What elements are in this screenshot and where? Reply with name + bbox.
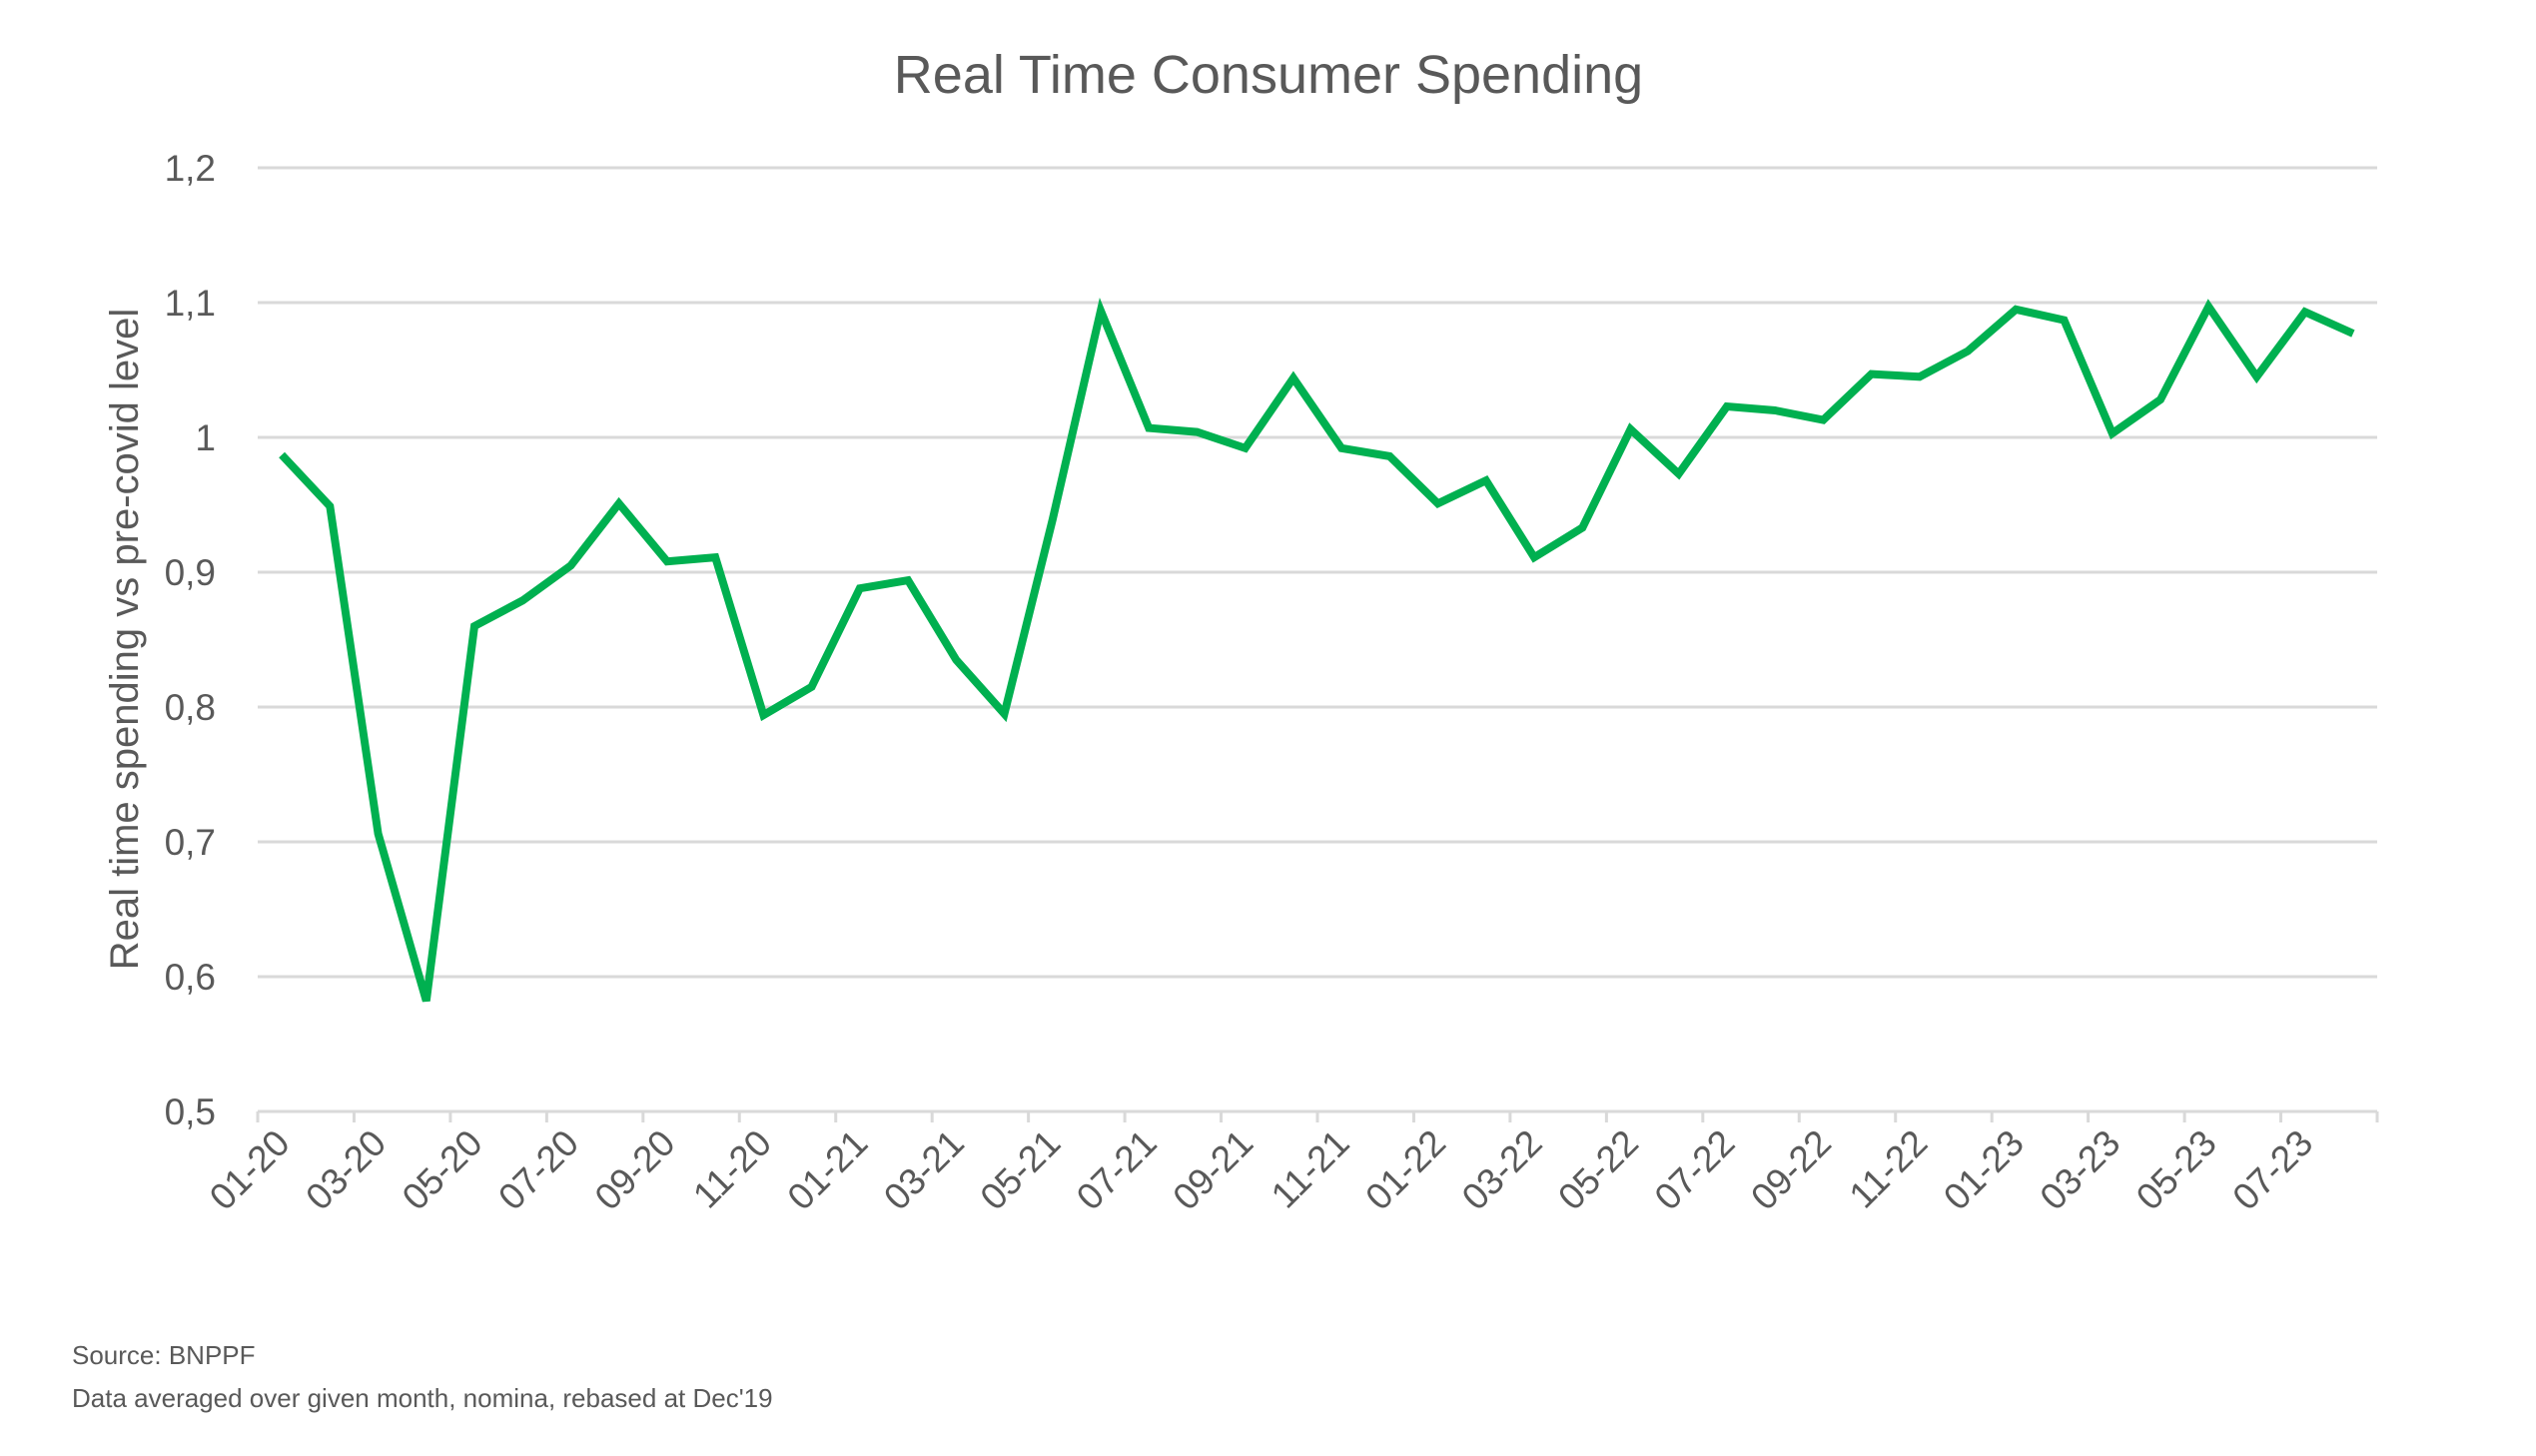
data-point	[1242, 444, 1250, 452]
data-point	[2061, 317, 2069, 325]
data-point	[1385, 452, 1393, 460]
x-tick-label: 07-21	[1069, 1122, 1165, 1218]
y-axis-label: Real time spending vs pre-covid level	[103, 309, 147, 971]
data-point	[1049, 515, 1057, 523]
data-point	[375, 830, 383, 838]
data-point	[1337, 444, 1345, 452]
data-point	[808, 683, 816, 691]
x-tick-label: 01-20	[202, 1122, 298, 1218]
data-point	[1482, 476, 1490, 484]
data-point	[1626, 425, 1634, 433]
data-point	[1530, 553, 1538, 561]
data-point	[2301, 308, 2309, 316]
x-tick-label: 11-20	[685, 1122, 779, 1216]
x-tick-label: 11-21	[1264, 1122, 1357, 1216]
data-point	[1868, 370, 1876, 378]
data-point	[1916, 372, 1924, 380]
data-point	[615, 499, 623, 507]
data-point	[2109, 429, 2116, 437]
x-tick-label: 03-20	[298, 1122, 394, 1218]
data-point	[952, 656, 960, 664]
grid-lines	[258, 166, 2377, 1113]
data-point	[1723, 402, 1731, 410]
x-tick-label: 09-20	[587, 1122, 683, 1218]
y-tick-label: 0,6	[165, 957, 216, 998]
source-note: Source: BNPPF	[72, 1340, 256, 1370]
chart-title: Real Time Consumer Spending	[894, 45, 1643, 105]
x-tick-label: 05-20	[395, 1122, 490, 1218]
data-point	[1771, 406, 1779, 414]
x-axis	[256, 1111, 2379, 1122]
x-tick-label: 05-22	[1550, 1122, 1646, 1218]
series-layer	[278, 297, 2357, 1005]
data-point	[1964, 348, 1972, 356]
data-point	[566, 561, 574, 569]
data-point	[2349, 330, 2357, 338]
data-point	[663, 557, 671, 565]
data-point	[711, 553, 719, 561]
x-tick-label: 05-23	[2128, 1122, 2224, 1218]
data-point	[423, 997, 430, 1005]
y-tick-label: 0,8	[165, 687, 216, 728]
x-tick-label: 09-22	[1743, 1122, 1839, 1218]
data-point	[278, 451, 286, 459]
data-point	[1578, 523, 1586, 531]
data-point	[1819, 415, 1827, 423]
data-point	[1289, 374, 1297, 382]
x-tick-label: 05-21	[972, 1122, 1068, 1218]
y-tick-label: 1,1	[165, 283, 216, 324]
data-point	[1675, 469, 1683, 477]
data-point	[856, 584, 864, 592]
data-point	[1001, 710, 1009, 718]
y-tick-label: 1	[195, 417, 216, 458]
data-point	[1434, 499, 1442, 507]
data-point	[2156, 395, 2164, 403]
x-tick-label: 09-21	[1165, 1122, 1261, 1218]
x-tick-label: 07-23	[2224, 1122, 2320, 1218]
y-tick-labels: 0,5 0,6 0,7 0,8 0,9 1 1,1 1,2	[165, 148, 216, 1132]
data-point	[2012, 306, 2020, 314]
x-tick-label: 01-22	[1357, 1122, 1453, 1218]
data-point	[904, 576, 912, 584]
y-tick-label: 1,2	[165, 148, 216, 189]
x-tick-label: 01-21	[780, 1122, 876, 1218]
data-note: Data averaged over given month, nomina, …	[72, 1383, 773, 1413]
data-point	[518, 596, 526, 604]
y-tick-label: 0,7	[165, 822, 216, 863]
x-tick-labels: 01-20 03-20 05-20 07-20 09-20 11-20 01-21 03-21…	[202, 1122, 2320, 1218]
data-point	[1097, 307, 1105, 315]
data-point	[2252, 372, 2260, 380]
data-point	[1193, 428, 1201, 436]
x-tick-label: 03-23	[2032, 1122, 2127, 1218]
data-point	[759, 711, 767, 719]
x-tick-label: 01-23	[1936, 1122, 2032, 1218]
x-tick-label: 03-22	[1454, 1122, 1550, 1218]
x-tick-label: 07-20	[490, 1122, 586, 1218]
data-point	[1145, 424, 1153, 432]
x-tick-label: 03-21	[876, 1122, 972, 1218]
y-tick-label: 0,9	[165, 552, 216, 593]
data-point	[326, 502, 334, 510]
y-tick-label: 0,5	[165, 1092, 216, 1132]
data-point	[470, 622, 478, 630]
x-tick-label: 07-22	[1647, 1122, 1743, 1218]
series-line-0	[279, 297, 2355, 1003]
x-tick-label: 11-22	[1842, 1122, 1936, 1216]
data-point	[2204, 303, 2212, 311]
